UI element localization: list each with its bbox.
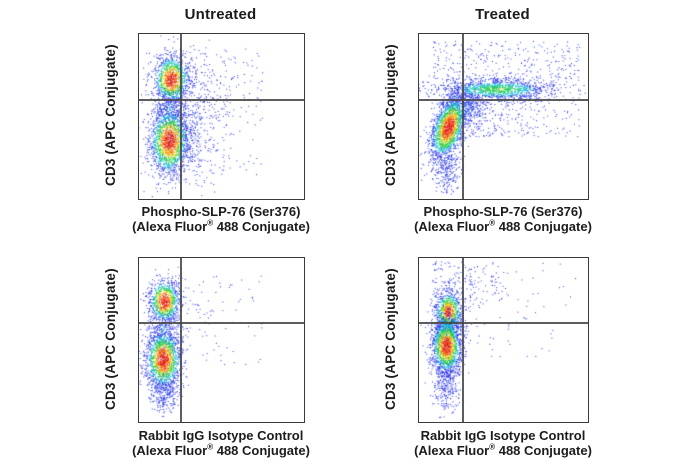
y-axis-label: CD3 (APC Conjugate)	[103, 268, 118, 410]
plot-untreated-phospho	[138, 33, 305, 200]
plot-treated-isotype	[418, 257, 589, 423]
quadrant-gate-horizontal	[139, 321, 304, 324]
x-axis-label: Phospho-SLP-76 (Ser376) (Alexa Fluor® 48…	[393, 204, 613, 234]
quadrant-gate-vertical	[179, 258, 182, 422]
x-axis-label: Rabbit IgG Isotype Control (Alexa Fluor®…	[111, 428, 331, 458]
x-axis-label-line2: (Alexa Fluor® 488 Conjugate)	[132, 218, 310, 234]
x-axis-label-line1: Phospho-SLP-76 (Ser376)	[423, 204, 583, 219]
registered-mark: ®	[489, 218, 496, 228]
y-axis-label: CD3 (APC Conjugate)	[383, 268, 398, 410]
registered-mark: ®	[489, 442, 496, 452]
quadrant-gate-vertical	[179, 34, 182, 199]
x-axis-label-line1: Rabbit IgG Isotype Control	[420, 428, 586, 443]
plot-treated-phospho	[418, 33, 589, 200]
x-axis-label-line1: Rabbit IgG Isotype Control	[138, 428, 304, 443]
plot-untreated-isotype	[138, 257, 305, 423]
registered-mark: ®	[207, 218, 214, 228]
quadrant-gate-vertical	[461, 34, 464, 199]
x-axis-label-line2: (Alexa Fluor® 488 Conjugate)	[414, 442, 592, 458]
x-axis-label: Rabbit IgG Isotype Control (Alexa Fluor®…	[393, 428, 613, 458]
flow-dot-plot-canvas	[139, 258, 304, 422]
y-axis-label: CD3 (APC Conjugate)	[103, 44, 118, 187]
column-title-untreated: Untreated	[184, 6, 257, 23]
column-title-treated: Treated	[475, 6, 530, 23]
quadrant-gate-horizontal	[419, 99, 588, 101]
quadrant-gate-horizontal	[419, 321, 588, 324]
registered-mark: ®	[207, 442, 214, 452]
flow-dot-plot-canvas	[419, 258, 588, 422]
y-axis-label: CD3 (APC Conjugate)	[383, 44, 398, 187]
x-axis-label: Phospho-SLP-76 (Ser376) (Alexa Fluor® 48…	[111, 204, 331, 234]
flow-dot-plot-canvas	[139, 34, 304, 199]
quadrant-gate-vertical	[461, 258, 464, 422]
quadrant-gate-horizontal	[139, 99, 304, 101]
flow-dot-plot-canvas	[419, 34, 588, 199]
x-axis-label-line1: Phospho-SLP-76 (Ser376)	[141, 204, 301, 219]
x-axis-label-line2: (Alexa Fluor® 488 Conjugate)	[414, 218, 592, 234]
x-axis-label-line2: (Alexa Fluor® 488 Conjugate)	[132, 442, 310, 458]
